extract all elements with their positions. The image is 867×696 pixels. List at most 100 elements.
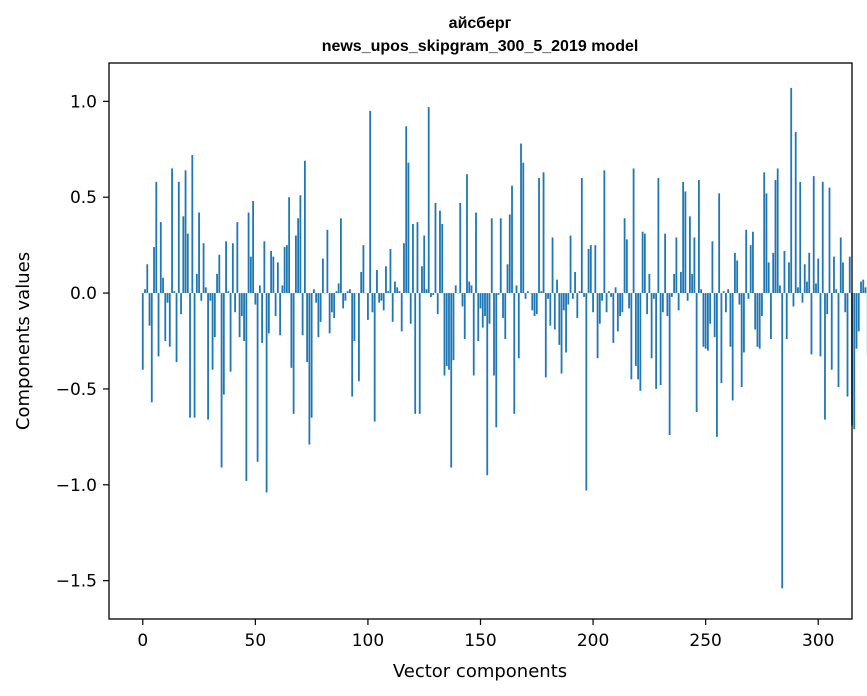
bar	[857, 293, 860, 332]
bar	[279, 293, 282, 336]
x-tick-label: 100	[352, 631, 384, 651]
bar	[522, 162, 525, 294]
bar	[452, 293, 455, 361]
bar	[448, 293, 450, 370]
bar	[308, 293, 311, 445]
bar	[173, 291, 176, 294]
bar	[745, 229, 748, 294]
bar	[749, 245, 752, 294]
bar	[623, 218, 626, 294]
bar	[344, 293, 347, 301]
bar	[668, 293, 671, 435]
bar	[299, 195, 302, 294]
bar	[182, 216, 185, 294]
bar	[403, 243, 405, 294]
bar	[702, 293, 705, 347]
bar	[657, 178, 660, 294]
bar	[409, 293, 412, 324]
bar	[648, 273, 651, 294]
bar	[698, 179, 700, 294]
bar	[776, 168, 779, 294]
bar	[285, 245, 288, 294]
bar	[670, 293, 673, 297]
bar	[272, 256, 275, 294]
bar	[312, 289, 315, 294]
bar	[810, 293, 813, 355]
bar	[630, 293, 633, 380]
bar	[506, 264, 509, 294]
bar	[544, 293, 547, 378]
bar	[258, 285, 261, 294]
bar	[677, 293, 680, 311]
bar	[646, 293, 649, 315]
bar	[781, 293, 784, 589]
bar	[580, 178, 583, 294]
bar	[193, 293, 196, 418]
bar	[310, 293, 313, 418]
bar	[267, 293, 270, 334]
bar	[198, 212, 200, 294]
x-axis-label: Vector components	[393, 661, 567, 682]
bar	[812, 176, 815, 294]
bar	[720, 293, 723, 384]
bar	[227, 291, 230, 294]
bar	[502, 293, 504, 318]
y-tick-label: 1.0	[70, 92, 97, 112]
bar	[166, 293, 169, 303]
bar	[628, 293, 630, 309]
bar	[598, 293, 601, 324]
bar	[362, 245, 365, 294]
bar	[162, 277, 164, 294]
bar	[693, 237, 696, 294]
bar	[538, 178, 540, 294]
bar	[387, 291, 390, 294]
bar	[358, 293, 360, 382]
bar	[722, 291, 725, 294]
bar	[779, 285, 781, 294]
bar	[434, 202, 437, 294]
bar	[303, 160, 306, 294]
bar	[146, 264, 149, 294]
bar	[837, 293, 840, 388]
bar	[306, 293, 309, 363]
bar	[761, 293, 763, 317]
bar	[569, 235, 572, 294]
bar	[603, 170, 606, 294]
bar	[695, 293, 698, 412]
bar	[261, 293, 263, 343]
bar	[652, 293, 655, 299]
bar	[855, 293, 858, 349]
bar	[619, 293, 621, 317]
bar	[243, 293, 245, 341]
y-tick-label: −1.5	[56, 572, 97, 592]
bar	[824, 293, 826, 420]
bar	[385, 266, 387, 294]
bar	[826, 293, 829, 315]
bar	[450, 293, 453, 468]
bar	[614, 287, 617, 294]
bar	[373, 293, 376, 422]
bar	[394, 281, 396, 294]
bar	[571, 293, 574, 299]
bar	[254, 293, 257, 305]
bar	[270, 250, 273, 294]
bar	[263, 241, 266, 294]
bar	[231, 243, 234, 294]
bar	[583, 293, 585, 297]
bar	[290, 293, 293, 368]
bar	[177, 181, 180, 294]
bar	[213, 293, 216, 338]
bar	[328, 293, 331, 334]
bar	[844, 293, 847, 313]
bar	[833, 256, 835, 294]
bar	[637, 293, 640, 380]
bar	[788, 262, 790, 294]
bar	[738, 293, 741, 305]
bar	[707, 293, 709, 351]
bar	[150, 293, 153, 403]
bar	[391, 293, 394, 322]
bar	[184, 170, 187, 294]
bar	[625, 239, 628, 294]
bar	[499, 218, 502, 294]
